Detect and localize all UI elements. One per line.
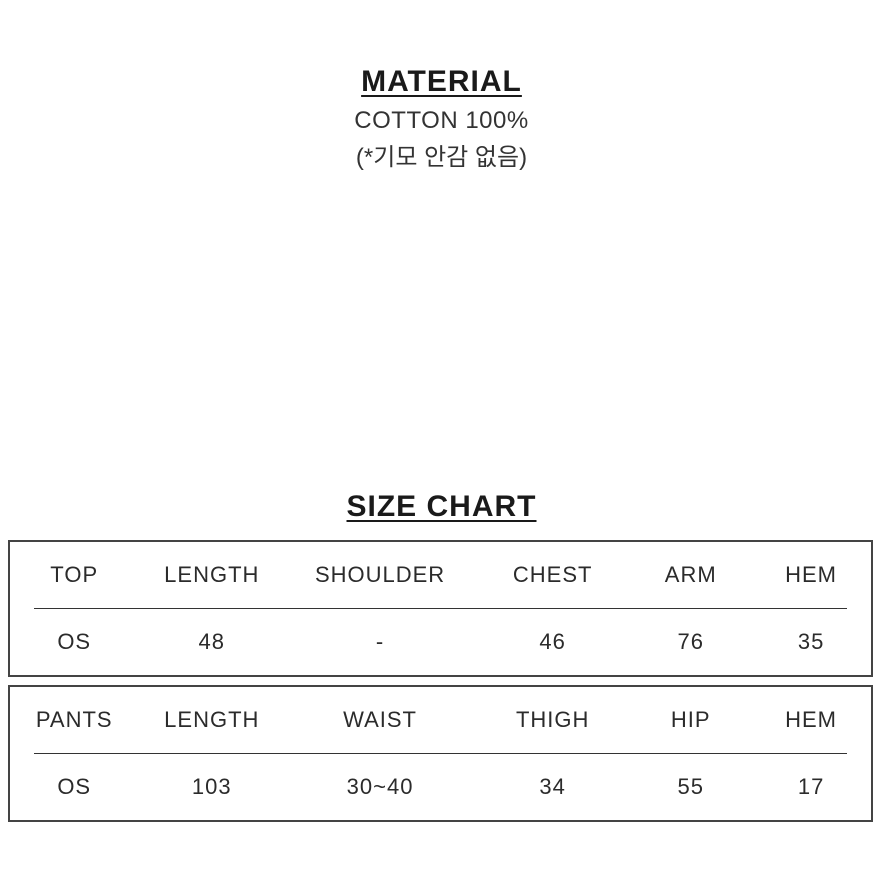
col-header: SHOULDER <box>285 541 475 608</box>
material-composition: COTTON 100% <box>0 107 883 135</box>
material-note: (*기모 안감 없음) <box>0 137 883 172</box>
col-header: CHEST <box>475 541 630 608</box>
table-row: OS 48 - 46 76 35 <box>9 609 872 676</box>
col-header: PANTS <box>9 686 138 753</box>
size-chart-title: SIZE CHART <box>347 490 537 523</box>
col-header: HEM <box>751 541 872 608</box>
col-header: LENGTH <box>138 541 285 608</box>
size-tables: TOP LENGTH SHOULDER CHEST ARM HEM OS 48 … <box>8 540 873 830</box>
cell: 35 <box>751 609 872 676</box>
col-header: WAIST <box>285 686 475 753</box>
col-header: LENGTH <box>138 686 285 753</box>
col-header: HEM <box>751 686 872 753</box>
cell: 55 <box>630 754 751 821</box>
size-table-pants: PANTS LENGTH WAIST THIGH HIP HEM OS 103 … <box>8 685 873 822</box>
col-header: TOP <box>9 541 138 608</box>
cell: 30~40 <box>285 754 475 821</box>
cell: 46 <box>475 609 630 676</box>
cell: 103 <box>138 754 285 821</box>
material-title: MATERIAL <box>0 65 883 99</box>
cell: 34 <box>475 754 630 821</box>
cell: 76 <box>630 609 751 676</box>
size-table-top: TOP LENGTH SHOULDER CHEST ARM HEM OS 48 … <box>8 540 873 677</box>
table-row: OS 103 30~40 34 55 17 <box>9 754 872 821</box>
cell: OS <box>9 754 138 821</box>
col-header: ARM <box>630 541 751 608</box>
col-header: HIP <box>630 686 751 753</box>
material-section: MATERIAL COTTON 100% (*기모 안감 없음) <box>0 65 883 172</box>
size-chart-header: SIZE CHART <box>0 490 883 524</box>
page: MATERIAL COTTON 100% (*기모 안감 없음) SIZE CH… <box>0 0 883 883</box>
table-header-row: TOP LENGTH SHOULDER CHEST ARM HEM <box>9 541 872 608</box>
cell: 17 <box>751 754 872 821</box>
cell: - <box>285 609 475 676</box>
cell: 48 <box>138 609 285 676</box>
cell: OS <box>9 609 138 676</box>
col-header: THIGH <box>475 686 630 753</box>
table-header-row: PANTS LENGTH WAIST THIGH HIP HEM <box>9 686 872 753</box>
